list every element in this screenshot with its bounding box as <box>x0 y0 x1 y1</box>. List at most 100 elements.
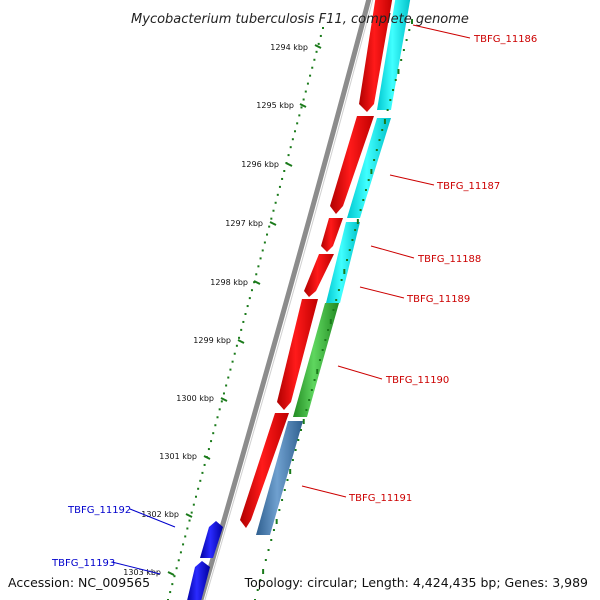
gene-arrow-TBFG_11193[interactable] <box>186 561 210 600</box>
ruler-dot <box>248 297 251 300</box>
ruler-dot <box>190 511 193 514</box>
ruler-dot <box>220 400 223 403</box>
outer-scale-dot <box>400 59 403 61</box>
cyan-feature-2[interactable] <box>347 118 391 218</box>
major-tick <box>167 571 175 576</box>
gene-label-TBFG_11189[interactable]: TBFG_11189 <box>406 294 470 305</box>
outer-scale-dot <box>289 469 292 474</box>
tick-label: 1297 kbp <box>225 219 263 228</box>
ruler-dot <box>192 503 195 506</box>
ruler-dot <box>242 320 245 323</box>
outer-scale-dot <box>318 359 321 361</box>
cyan-feature-1[interactable] <box>377 0 411 110</box>
outer-scale-dot <box>264 559 267 561</box>
outer-scale-dot <box>283 489 286 491</box>
ruler-dot <box>194 495 197 498</box>
topology-text: Topology: circular; Length: 4,424,435 bp… <box>244 575 588 590</box>
outer-scale-dot <box>411 19 413 24</box>
major-tick <box>203 455 211 460</box>
gene-label-TBFG_11188[interactable]: TBFG_11188 <box>417 254 481 265</box>
outer-scale-dot <box>381 129 384 131</box>
ruler-dot <box>278 185 281 188</box>
outer-scale-dot <box>256 589 259 591</box>
gene-arrow-TBFG_11186[interactable] <box>359 0 393 112</box>
gene-label-TBFG_11186[interactable]: TBFG_11186 <box>473 34 537 45</box>
outer-scale-dot <box>378 139 381 141</box>
ruler-dot <box>184 535 187 538</box>
outer-scale-dot <box>343 269 346 274</box>
ruler-dot <box>274 201 277 204</box>
gene-label-TBFG_11191[interactable]: TBFG_11191 <box>348 493 412 504</box>
callout-line <box>301 485 347 498</box>
gene-label-TBFG_11192[interactable]: TBFG_11192 <box>67 505 131 516</box>
outer-scale-dot <box>392 89 395 91</box>
ruler-dot <box>173 575 176 578</box>
ruler-dot <box>238 336 241 339</box>
ruler-dot <box>311 66 314 69</box>
reverse-genes <box>186 521 223 600</box>
gene-label-TBFG_11193[interactable]: TBFG_11193 <box>51 558 115 569</box>
outer-scale-dot <box>375 149 378 151</box>
outer-scale-dot <box>329 319 332 324</box>
gene-label-TBFG_11190[interactable]: TBFG_11190 <box>385 375 449 386</box>
outer-scale-dot <box>316 369 319 374</box>
outer-scale-dot <box>275 519 278 524</box>
ruler-dot <box>216 416 219 419</box>
ruler-dot <box>197 487 200 490</box>
blue-gene-callouts: TBFG_11192 TBFG_11193 <box>51 505 176 575</box>
major-tick <box>185 513 193 518</box>
outer-scale-dot <box>305 409 308 411</box>
ruler-dot <box>199 479 202 482</box>
ruler-dot <box>175 567 178 570</box>
tick-label: 1302 kbp <box>141 510 179 519</box>
outer-scale-dot <box>389 99 392 101</box>
callout-line <box>337 365 383 380</box>
outer-scale-dot <box>300 429 303 431</box>
gene-arrow-TBFG_11189[interactable] <box>304 254 334 297</box>
cyan-feature-3[interactable] <box>326 222 360 303</box>
tick-label: 1301 kbp <box>159 452 197 461</box>
outer-scale-dot <box>297 439 300 441</box>
outer-scale-dot <box>308 399 311 401</box>
tick-label: 1294 kbp <box>270 43 308 52</box>
gene-arrow-TBFG_11187[interactable] <box>330 116 374 214</box>
ruler-dot <box>276 193 279 196</box>
ruler-dot <box>255 273 258 276</box>
ruler-dot <box>263 241 266 244</box>
ruler-dot <box>233 352 236 355</box>
callout-line <box>389 174 435 186</box>
ruler-dot <box>300 106 303 109</box>
ruler-dot <box>222 392 225 395</box>
gene-label-TBFG_11187[interactable]: TBFG_11187 <box>436 181 500 192</box>
gene-arrow-TBFG_11190[interactable] <box>277 299 318 410</box>
outer-scale-dot <box>291 459 294 461</box>
tick-label: 1303 kbp <box>123 568 161 577</box>
steel-feature[interactable] <box>256 421 303 535</box>
ruler-dot <box>298 114 301 117</box>
outer-scale-dot <box>348 249 351 251</box>
ruler-dot <box>240 328 243 331</box>
ruler-dot <box>296 122 299 125</box>
outer-scale-dot <box>397 69 400 74</box>
outer-scale-dot <box>337 289 340 291</box>
outer-scale-dot <box>302 419 305 424</box>
outer-scale-dot <box>356 219 359 224</box>
outer-scale-dot <box>340 279 343 281</box>
gene-arrow-TBFG_11188[interactable] <box>321 218 343 252</box>
tick-label: 1299 kbp <box>193 336 231 345</box>
gene-arrow-TBFG_11191[interactable] <box>240 413 289 528</box>
outer-scale-dot <box>327 329 330 331</box>
ruler-dot <box>291 138 294 141</box>
ruler-dot <box>270 217 273 220</box>
tick-label: 1295 kbp <box>256 101 294 110</box>
ruler-dot <box>266 233 269 236</box>
ruler-dot <box>179 551 182 554</box>
ruler-dot <box>287 154 290 157</box>
outer-scale-dot <box>386 109 389 111</box>
second-ring-features <box>256 0 411 535</box>
green-feature[interactable] <box>293 303 339 417</box>
gene-arrow-TBFG_11192[interactable] <box>200 521 223 558</box>
outer-scale-dot <box>281 499 284 501</box>
ruler-dot <box>259 257 262 260</box>
